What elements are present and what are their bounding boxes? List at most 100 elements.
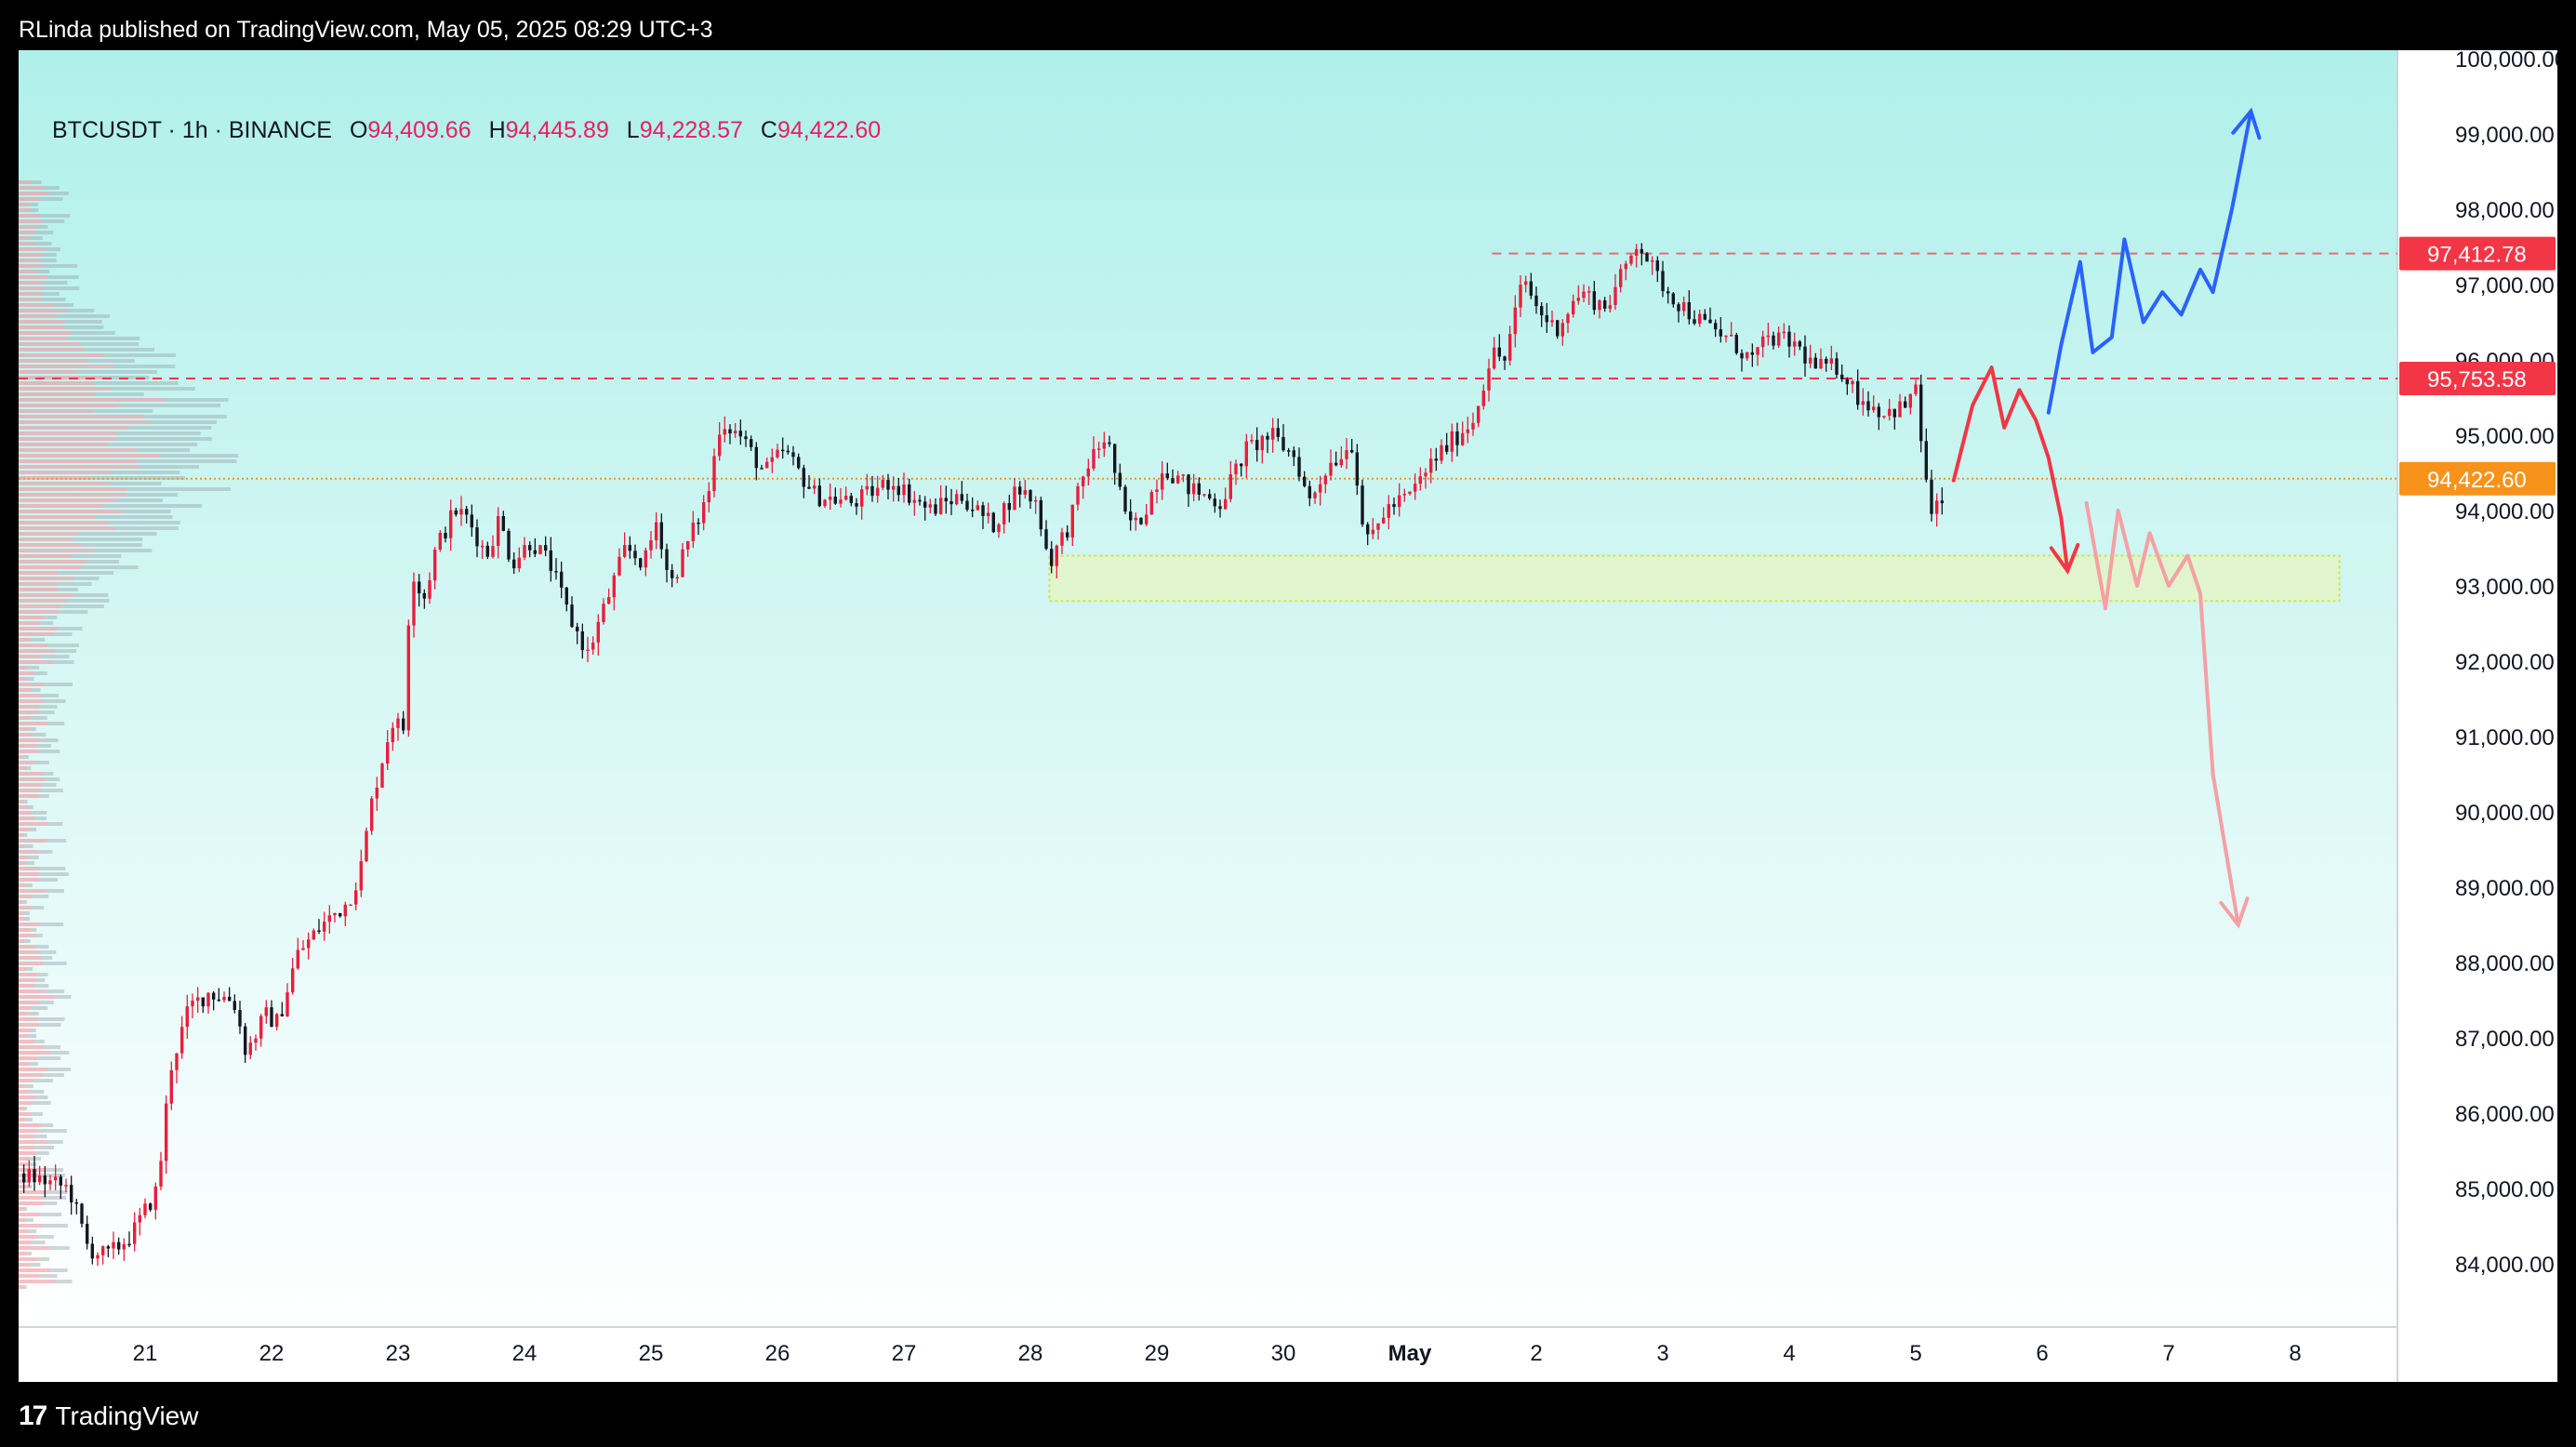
volume-profile-bar-up (19, 1023, 40, 1027)
volume-profile-bar-up (19, 710, 39, 714)
candle-body (86, 1224, 89, 1244)
candle-body (738, 431, 742, 437)
candle-body (33, 1169, 36, 1183)
volume-profile-bar-up (19, 1201, 45, 1205)
price-tick-label: 93,000.00 (2455, 575, 2555, 600)
candle-body (1730, 335, 1733, 337)
candle-body (1719, 329, 1722, 337)
volume-profile-bar-down (55, 314, 110, 318)
volume-profile-bar-down (113, 471, 180, 474)
volume-profile-bar-up (19, 314, 56, 318)
chart-frame[interactable]: 84,000.00 85,000.00 86,000.00 87,000.00 88,0… (19, 50, 2557, 1382)
candle-body (228, 996, 232, 1002)
volume-profile-bar-down (29, 1062, 38, 1066)
volume-profile-bar-down (46, 839, 67, 843)
tradingview-brand[interactable]: 17 TradingView (19, 1401, 198, 1432)
candle-body (1803, 346, 1807, 364)
candle-body (1255, 440, 1259, 450)
volume-profile-bar-up (19, 1196, 42, 1200)
volume-profile-bar-down (29, 236, 43, 240)
volume-profile-bar-down (39, 1213, 62, 1216)
candle-body (786, 450, 790, 453)
volume-profile-bar-up (19, 833, 25, 837)
volume-profile-bar-down (27, 766, 32, 770)
candle-body (175, 1053, 179, 1070)
price-tick-label: 91,000.00 (2455, 725, 2555, 750)
price-tick-label: 95,000.00 (2455, 424, 2555, 449)
candle-body (1904, 401, 1907, 408)
volume-profile-bar-down (37, 705, 58, 709)
candle-body (149, 1203, 153, 1210)
volume-profile-bar-up (19, 331, 73, 335)
time-tick-label: 22 (259, 1341, 285, 1366)
volume-profile-bar-up (19, 1079, 33, 1082)
volume-profile-bar-up (19, 415, 144, 418)
candle-body (285, 992, 289, 1016)
volume-profile-bar-down (39, 950, 57, 954)
volume-profile-bar-up (19, 365, 114, 368)
volume-profile-bar-up (19, 437, 117, 441)
volume-profile-bar-down (152, 420, 217, 424)
candle-body (449, 510, 453, 538)
candle-body (1513, 307, 1517, 335)
time-tick-label: 23 (386, 1341, 411, 1366)
candle-body (232, 1001, 236, 1010)
price-chart[interactable]: 84,000.00 85,000.00 86,000.00 87,000.00 88,0… (19, 50, 2557, 1382)
volume-profile-bar-down (29, 203, 38, 206)
candle-body (955, 494, 959, 505)
candle-body (386, 742, 390, 764)
volume-profile-bar-down (34, 1146, 54, 1149)
volume-profile-bar-down (50, 1051, 70, 1055)
candle-body (617, 556, 621, 576)
volume-profile-bar-down (124, 510, 171, 513)
candle-body (1260, 435, 1264, 451)
brand-bar: 17 TradingView (0, 1382, 2576, 1447)
candle-body (1519, 285, 1522, 308)
candle-body (1440, 445, 1443, 461)
volume-profile-bar-up (19, 242, 37, 246)
candle-body (1292, 450, 1295, 458)
candle-body (1497, 347, 1501, 357)
candle-body (296, 949, 299, 969)
volume-profile-bar-up (19, 532, 80, 536)
candle-body (1118, 472, 1122, 487)
symbol-legend[interactable]: BTCUSDT · 1h · BINANCE O94,409.66 H94,44… (52, 117, 881, 144)
candle-body (1908, 393, 1912, 408)
volume-profile-bar-up (19, 950, 40, 954)
volume-profile-bar-up (19, 543, 82, 547)
volume-profile-bar-down (112, 387, 195, 391)
candle-body (1445, 445, 1449, 452)
candle-body (1176, 475, 1180, 484)
time-axis[interactable]: 21 22 23 24 25 26 27 28 29 30 May 2 3 4 5 6 7 8 (133, 1341, 2302, 1366)
volume-profile-bar-down (40, 197, 63, 201)
candle-body (138, 1215, 141, 1223)
volume-profile-bar-down (53, 660, 74, 664)
volume-profile-bar-down (26, 1252, 32, 1255)
volume-profile-bar-down (137, 448, 191, 452)
price-axis[interactable]: 84,000.00 85,000.00 86,000.00 87,000.00 88,0… (2455, 50, 2557, 1278)
volume-profile-bar-up (19, 772, 43, 776)
volume-profile-bar-down (81, 565, 139, 569)
volume-profile-bar-up (19, 526, 116, 530)
candle-body (681, 549, 684, 577)
bear-projection-far-arrowhead (2219, 896, 2250, 929)
candle-body (844, 496, 848, 500)
volume-profile-bar-down (31, 928, 37, 932)
candle-body (944, 498, 948, 502)
candle-body (1224, 498, 1228, 510)
resistance-upper-tag (2399, 236, 2556, 271)
candle-body (1187, 474, 1190, 495)
time-tick-label: 2 (1530, 1341, 1542, 1366)
candle-body (517, 557, 521, 569)
candle-body (886, 480, 890, 490)
volume-profile-bar-up (19, 973, 38, 976)
candle-body (1471, 422, 1475, 430)
volume-profile-bar-down (46, 1190, 68, 1194)
volume-profile-bar-up (19, 621, 40, 625)
volume-profile-bar-up (19, 872, 40, 876)
candle-body (896, 485, 900, 496)
volume-profile-bar-down (38, 750, 60, 753)
candle-body (74, 1201, 78, 1204)
candle-body (1534, 295, 1538, 307)
candle-body (217, 999, 220, 1002)
